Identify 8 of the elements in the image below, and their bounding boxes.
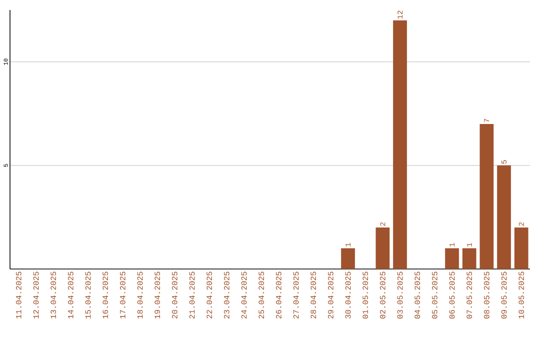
bar: [480, 124, 494, 269]
bar: [462, 248, 476, 269]
bar: [445, 248, 459, 269]
bar: [514, 228, 528, 269]
bar: [376, 228, 390, 269]
bar: [497, 165, 511, 269]
bar: [393, 20, 407, 269]
bar: [341, 248, 355, 269]
